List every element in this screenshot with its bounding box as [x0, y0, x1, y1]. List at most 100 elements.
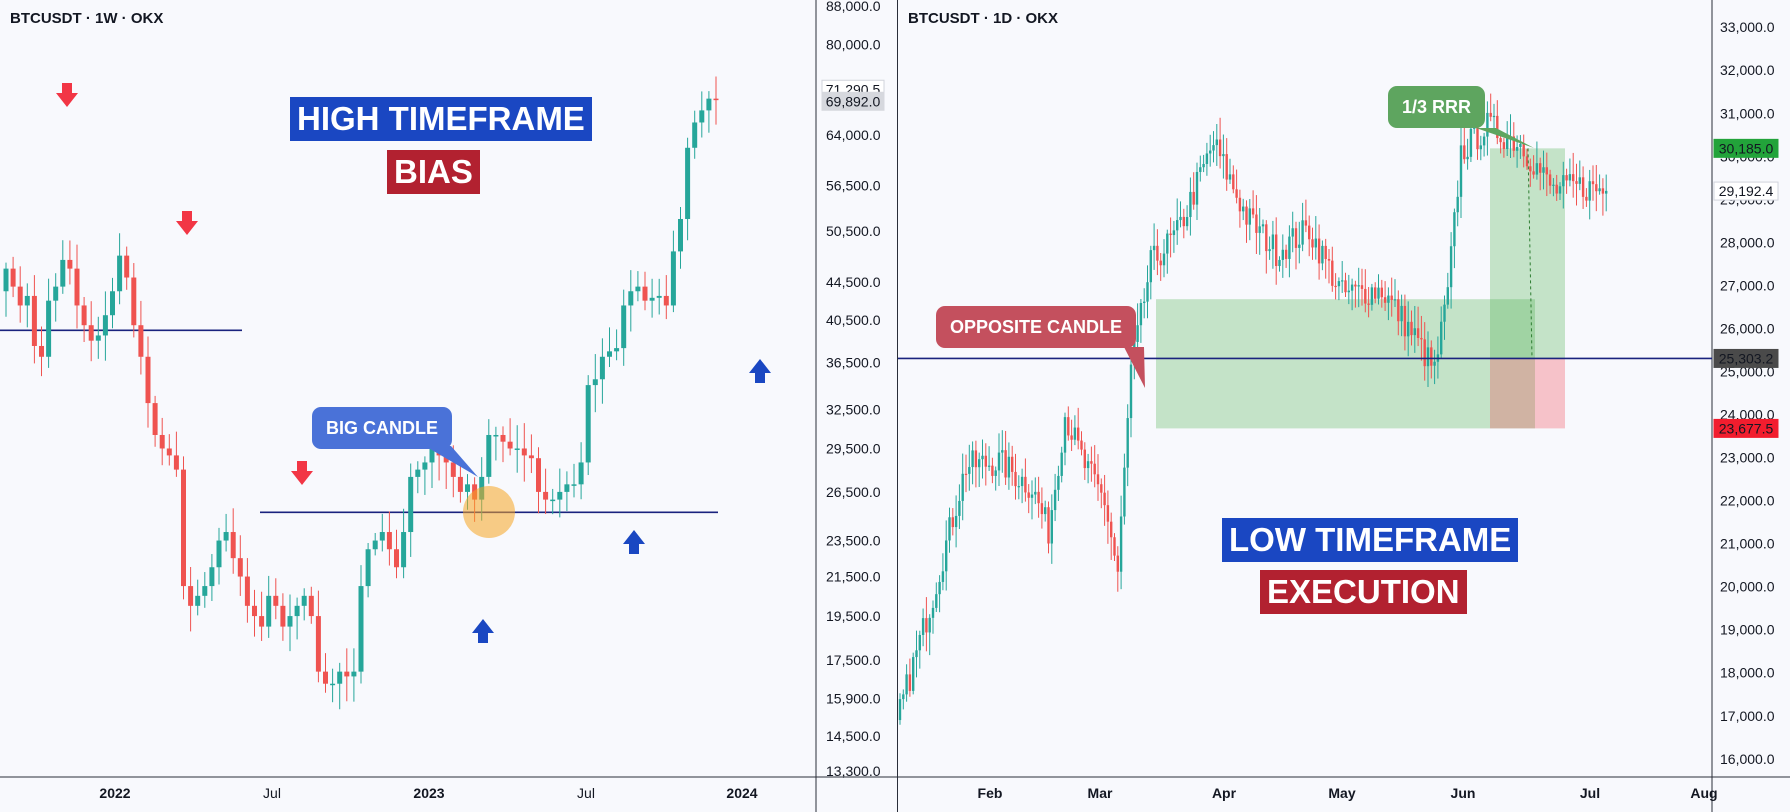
execution-label: EXECUTION — [1260, 570, 1467, 614]
take-profit-zone — [1490, 148, 1565, 359]
candle-body — [1354, 284, 1357, 287]
opposite-candle-callout: OPPOSITE CANDLE — [936, 306, 1137, 348]
candle-body — [1558, 186, 1562, 194]
price-tick-label: 21,000.0 — [1720, 536, 1775, 552]
candle-body — [1199, 167, 1202, 172]
candle-body — [209, 567, 215, 587]
candle-body — [1413, 328, 1416, 336]
candle-body — [1548, 174, 1552, 186]
candle-body — [1476, 125, 1479, 150]
candle-body — [443, 455, 449, 463]
price-tick-label: 64,000.0 — [826, 127, 881, 143]
price-badge-label: 23,677.5 — [1719, 420, 1774, 436]
candle-body — [1235, 189, 1238, 198]
stop-loss-zone — [1490, 358, 1565, 429]
candle-body — [1367, 303, 1370, 305]
candle-body — [1242, 206, 1245, 212]
daily-chart[interactable]: 33,000.032,000.031,000.030,000.029,000.0… — [898, 0, 1790, 812]
candle-body — [974, 450, 978, 468]
candle-body — [67, 259, 73, 269]
candle-body — [1499, 138, 1502, 143]
candle-body — [1581, 177, 1585, 197]
candle-body — [1060, 452, 1063, 476]
down-arrow-icon — [176, 211, 198, 235]
candle-body — [685, 147, 691, 219]
daily-chart-panel[interactable]: 33,000.032,000.031,000.030,000.029,000.0… — [898, 0, 1790, 812]
candle-body — [1123, 467, 1126, 517]
candle-body — [1420, 337, 1423, 340]
candle-body — [987, 465, 991, 467]
weekly-symbol-title: BTCUSDT · 1W · OKX — [10, 10, 164, 27]
candle-body — [607, 351, 612, 357]
candle-body — [621, 305, 627, 349]
candle-body — [1545, 167, 1548, 175]
candle-body — [1502, 142, 1506, 149]
candle-body — [1037, 491, 1040, 504]
candle-body — [948, 517, 951, 541]
candle-body — [486, 434, 492, 477]
candle-body — [706, 98, 712, 111]
candle-body — [931, 607, 935, 618]
candle-body — [1496, 115, 1499, 139]
candle-body — [294, 605, 300, 617]
price-tick-label: 17,000.0 — [1720, 708, 1775, 724]
price-tick-label: 21,500.0 — [826, 569, 881, 585]
candle-body — [358, 586, 364, 672]
candle-body — [1400, 305, 1403, 322]
price-badge — [821, 91, 885, 111]
candle-body — [1387, 295, 1390, 303]
candle-body — [1261, 224, 1265, 227]
candle-body — [543, 491, 549, 500]
candle-body — [1327, 258, 1331, 261]
price-tick-label: 16,000.0 — [1720, 751, 1775, 767]
candle-body — [1281, 249, 1284, 260]
price-tick-label: 27,000.0 — [1720, 277, 1775, 293]
candle-body — [1149, 250, 1152, 283]
candle-body — [1063, 417, 1067, 453]
candle-body — [1103, 492, 1106, 506]
candle-body — [39, 345, 44, 357]
rrr-callout: 1/3 RRR — [1388, 86, 1486, 128]
candle-body — [138, 325, 144, 357]
candle-body — [1374, 287, 1377, 299]
bias-label: BIAS — [387, 150, 480, 194]
candle-body — [1529, 166, 1532, 172]
candle-body — [1185, 217, 1189, 227]
candle-body — [323, 671, 328, 684]
candle-body — [1152, 245, 1156, 251]
weekly-chart[interactable]: 88,000.0 80,000.0 64,000.0 56,500.0 50,500.0… — [0, 0, 898, 812]
candle-body — [1562, 175, 1565, 187]
candle-body — [1011, 456, 1014, 472]
price-tick-label: 20,000.0 — [1720, 579, 1775, 595]
candle-body — [74, 268, 80, 306]
candle-body — [1430, 347, 1433, 366]
candle-body — [964, 473, 968, 475]
price-tick-label: 18,000.0 — [1720, 665, 1775, 681]
candle-body — [1568, 174, 1572, 181]
candle-body — [457, 476, 463, 492]
candle-body — [951, 517, 954, 528]
candle-body — [991, 465, 994, 476]
candle-body — [1106, 505, 1110, 522]
candle-body — [981, 455, 984, 460]
price-tick-label: 19,500.0 — [826, 608, 881, 624]
candle-body — [1585, 196, 1588, 201]
candle-body — [1440, 321, 1443, 355]
weekly-chart-panel[interactable]: 88,000.0 80,000.0 64,000.0 56,500.0 50,500.0… — [0, 0, 898, 812]
candle-body — [1357, 285, 1360, 287]
candle-body — [1492, 115, 1496, 118]
price-badge-label: 69,892.0 — [826, 93, 881, 109]
candle-body — [216, 540, 222, 568]
candle-body — [1324, 245, 1327, 259]
time-tick-label: 2022 — [99, 785, 130, 801]
candle-body — [1119, 516, 1123, 572]
candle-body — [935, 594, 938, 608]
candle-body — [1096, 474, 1100, 485]
candle-body — [678, 218, 683, 252]
candle-body — [954, 515, 958, 528]
candle-body — [1407, 321, 1410, 337]
candle-body — [81, 305, 87, 326]
candle-body — [166, 448, 172, 456]
price-tick-label: 36,500.0 — [826, 354, 881, 370]
candle-body — [905, 674, 908, 695]
